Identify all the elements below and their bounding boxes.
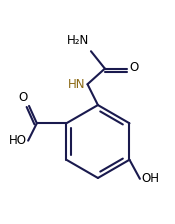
Text: O: O (18, 91, 27, 104)
Text: H₂N: H₂N (67, 34, 89, 47)
Text: HN: HN (68, 78, 86, 91)
Text: OH: OH (142, 172, 160, 185)
Text: HO: HO (8, 134, 26, 147)
Text: O: O (129, 61, 138, 74)
